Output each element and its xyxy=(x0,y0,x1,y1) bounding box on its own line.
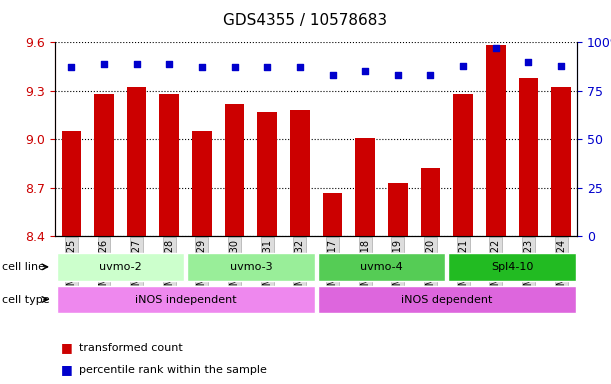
Point xyxy=(295,65,305,71)
Text: iNOS dependent: iNOS dependent xyxy=(401,295,492,305)
FancyBboxPatch shape xyxy=(57,286,315,313)
Bar xyxy=(388,183,408,236)
Point xyxy=(426,72,436,78)
Point xyxy=(262,65,272,71)
Bar xyxy=(453,94,473,236)
Bar xyxy=(225,104,244,236)
Point xyxy=(164,61,174,67)
Bar xyxy=(159,94,179,236)
Text: percentile rank within the sample: percentile rank within the sample xyxy=(79,365,267,375)
FancyBboxPatch shape xyxy=(187,253,315,281)
Point xyxy=(393,72,403,78)
Text: iNOS independent: iNOS independent xyxy=(135,295,236,305)
Point xyxy=(99,61,109,67)
Point xyxy=(360,68,370,74)
FancyBboxPatch shape xyxy=(57,253,184,281)
Text: Spl4-10: Spl4-10 xyxy=(491,262,533,272)
Bar xyxy=(551,88,571,236)
Bar xyxy=(192,131,211,236)
Point xyxy=(230,65,240,71)
Point xyxy=(524,59,533,65)
Text: GDS4355 / 10578683: GDS4355 / 10578683 xyxy=(224,13,387,28)
Point xyxy=(556,63,566,69)
Bar xyxy=(356,137,375,236)
Point xyxy=(458,63,468,69)
Point xyxy=(491,45,500,51)
Point xyxy=(197,65,207,71)
Text: cell line: cell line xyxy=(2,262,45,272)
Point xyxy=(132,61,142,67)
Text: ■: ■ xyxy=(61,341,73,354)
Point xyxy=(327,72,337,78)
Text: ■: ■ xyxy=(61,363,73,376)
FancyBboxPatch shape xyxy=(448,253,576,281)
Text: uvmo-3: uvmo-3 xyxy=(230,262,273,272)
Bar xyxy=(94,94,114,236)
Text: transformed count: transformed count xyxy=(79,343,183,353)
Bar xyxy=(486,45,505,236)
Bar xyxy=(290,110,310,236)
Bar xyxy=(62,131,81,236)
Text: uvmo-4: uvmo-4 xyxy=(360,262,403,272)
Bar xyxy=(257,112,277,236)
FancyBboxPatch shape xyxy=(318,253,445,281)
Bar xyxy=(420,168,441,236)
Text: uvmo-2: uvmo-2 xyxy=(99,262,142,272)
Text: cell type: cell type xyxy=(2,295,49,305)
Bar xyxy=(323,192,342,236)
Bar xyxy=(127,88,147,236)
FancyBboxPatch shape xyxy=(318,286,576,313)
Point xyxy=(67,65,76,71)
Bar xyxy=(519,78,538,236)
